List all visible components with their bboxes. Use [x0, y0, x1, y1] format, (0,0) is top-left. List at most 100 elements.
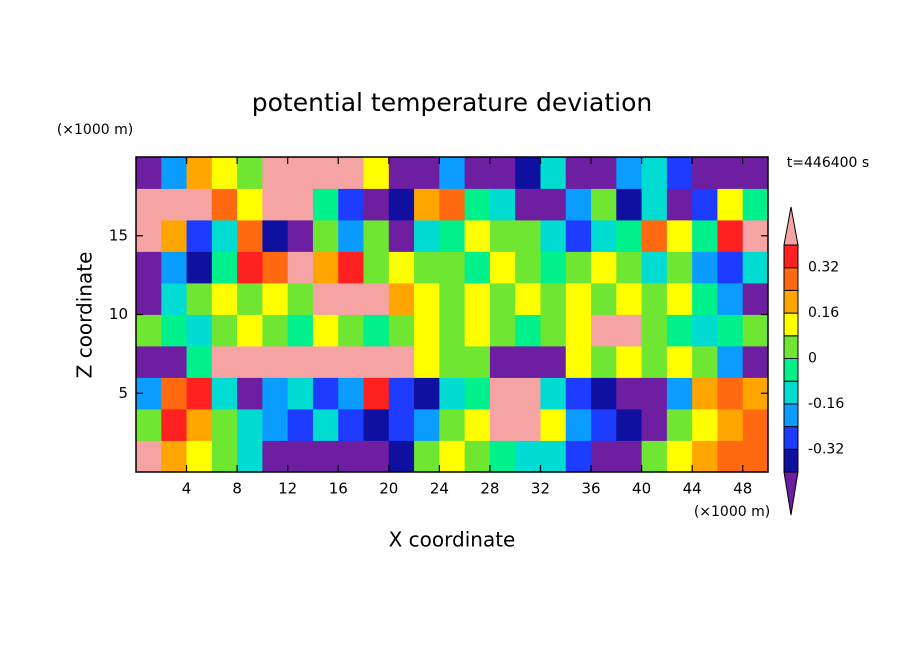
colorbar-tick-label: -0.16 — [808, 396, 844, 412]
x-tick-label: 44 — [683, 480, 702, 498]
field-cell — [161, 377, 187, 410]
field-cell — [616, 188, 642, 221]
field-cell — [388, 251, 415, 284]
field-cell — [161, 188, 187, 221]
field-cell — [540, 314, 567, 347]
x-tick-label: 4 — [182, 480, 192, 498]
field-cell — [439, 346, 466, 378]
x-tick-label: 36 — [581, 480, 600, 498]
field-cell — [262, 440, 289, 473]
field-cell — [464, 409, 491, 441]
field-cell — [540, 220, 567, 252]
field-cell — [338, 157, 364, 189]
field-cell — [363, 188, 390, 221]
x-tick-label: 28 — [480, 480, 499, 498]
field-cell — [262, 409, 289, 441]
colorbar-band — [783, 244, 799, 269]
field-cell — [136, 346, 162, 378]
colorbar-band — [783, 403, 799, 428]
field-cell — [692, 346, 718, 378]
field-cell — [641, 314, 668, 347]
field-cell — [464, 188, 491, 221]
field-cell — [237, 314, 263, 347]
field-cell — [565, 440, 592, 473]
field-cell — [388, 157, 415, 189]
field-cell — [565, 157, 592, 189]
x-tick-label: 32 — [531, 480, 550, 498]
field-cell — [515, 314, 541, 347]
field-cell — [211, 157, 238, 189]
field-cell — [717, 346, 744, 378]
field-cell — [312, 283, 339, 315]
field-cell — [464, 283, 491, 315]
field-cell — [136, 188, 162, 221]
field-cell — [692, 188, 718, 221]
field-cell — [312, 188, 339, 221]
field-cell — [666, 157, 693, 189]
field-cell — [717, 314, 744, 347]
field-cell — [616, 346, 642, 378]
colorbar-band — [783, 448, 799, 473]
field-cell — [237, 283, 263, 315]
field-cell — [641, 188, 668, 221]
y-tick-label: 5 — [118, 384, 128, 402]
field-cell — [515, 283, 541, 315]
field-cell — [515, 440, 541, 473]
field-cell — [363, 409, 390, 441]
field-cell — [692, 409, 718, 441]
field-cell — [161, 440, 187, 473]
field-cell — [489, 346, 516, 378]
field-cell — [641, 377, 668, 410]
field-cell — [338, 251, 364, 284]
field-cell — [262, 346, 289, 378]
field-cell — [717, 157, 744, 189]
field-cell — [641, 283, 668, 315]
field-cell — [616, 314, 642, 347]
field-cell — [515, 157, 541, 189]
field-cell — [616, 220, 642, 252]
field-cell — [591, 283, 617, 315]
field-cell — [287, 346, 314, 378]
field-cell — [565, 409, 592, 441]
colorbar-band — [783, 358, 799, 382]
field-cell — [540, 251, 567, 284]
colorbar-bottom-arrow — [783, 471, 799, 516]
field-cell — [742, 346, 769, 378]
x-tick-label: 20 — [379, 480, 398, 498]
field-cell — [312, 220, 339, 252]
field-cell — [414, 188, 440, 221]
field-cell — [237, 346, 263, 378]
field-cell — [211, 377, 238, 410]
colorbar-tick-label: 0 — [808, 351, 817, 367]
field-cell — [388, 188, 415, 221]
field-cell — [388, 283, 415, 315]
colorbar-top-arrow — [783, 206, 799, 246]
field-cell — [641, 251, 668, 284]
field-cell — [136, 251, 162, 284]
field-cell — [363, 283, 390, 315]
field-cell — [287, 283, 314, 315]
field-cell — [717, 251, 744, 284]
field-cell — [186, 220, 213, 252]
field-cell — [489, 377, 516, 410]
field-cell — [641, 157, 668, 189]
field-cell — [287, 314, 314, 347]
field-cell — [439, 377, 466, 410]
field-cell — [414, 157, 440, 189]
field-cell — [237, 377, 263, 410]
field-cell — [262, 377, 289, 410]
field-cell — [515, 377, 541, 410]
field-cell — [591, 251, 617, 284]
field-cell — [591, 220, 617, 252]
field-cell — [641, 220, 668, 252]
field-cell — [388, 377, 415, 410]
field-cell — [464, 157, 491, 189]
field-cell — [591, 377, 617, 410]
field-cell — [641, 409, 668, 441]
field-cell — [742, 440, 769, 473]
y-tick-label: 15 — [109, 226, 128, 244]
field-cell — [414, 283, 440, 315]
field-cell — [692, 440, 718, 473]
field-cell — [211, 440, 238, 473]
field-cell — [414, 251, 440, 284]
